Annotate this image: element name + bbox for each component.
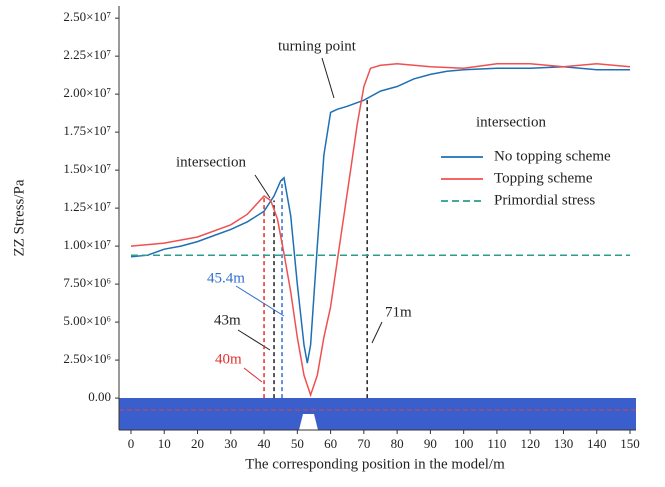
y-tick-label: 0.00 (88, 389, 111, 404)
x-tick-label: 50 (291, 436, 304, 451)
y-tick-label: 1.25×10⁷ (63, 199, 111, 214)
annotation: 40m (215, 351, 242, 367)
series-line (131, 64, 630, 395)
legend-label: No topping scheme (494, 148, 611, 164)
x-tick-label: 40 (258, 436, 271, 451)
y-tick-label: 2.50×10⁷ (63, 9, 111, 24)
x-tick-label: 130 (554, 436, 574, 451)
x-tick-label: 60 (324, 436, 337, 451)
x-tick-label: 10 (158, 436, 171, 451)
y-tick-label: 1.50×10⁷ (63, 161, 111, 176)
annotation: 43m (214, 312, 241, 328)
y-tick-label: 7.50×10⁶ (63, 275, 111, 290)
model-band (119, 398, 636, 430)
y-tick-label: 1.00×10⁷ (63, 237, 111, 252)
x-tick-label: 80 (391, 436, 404, 451)
x-tick-label: 100 (454, 436, 474, 451)
annotation: intersection (476, 114, 546, 130)
annotation: intersection (176, 154, 246, 170)
annotation: turning point (278, 38, 357, 54)
x-tick-label: 90 (424, 436, 437, 451)
x-tick-label: 150 (620, 436, 640, 451)
annotation: 45.4m (207, 270, 245, 286)
y-tick-label: 1.75×10⁷ (63, 123, 111, 138)
x-tick-label: 20 (191, 436, 204, 451)
x-tick-label: 70 (357, 436, 370, 451)
series-line (131, 67, 630, 363)
x-axis-title: The corresponding position in the model/… (245, 456, 505, 472)
x-tick-label: 110 (487, 436, 506, 451)
x-tick-label: 0 (128, 436, 135, 451)
annotation: 71m (385, 304, 412, 320)
y-tick-label: 5.00×10⁶ (63, 313, 111, 328)
y-tick-label: 2.00×10⁷ (63, 85, 111, 100)
chart: The corresponding position in the model/… (0, 0, 665, 482)
x-tick-label: 30 (224, 436, 237, 451)
y-tick-label: 2.50×10⁶ (63, 351, 111, 366)
x-tick-label: 120 (520, 436, 540, 451)
x-tick-label: 140 (587, 436, 607, 451)
y-axis-title: ZZ Stress/Pa (11, 179, 27, 256)
y-tick-label: 2.25×10⁷ (63, 47, 111, 62)
legend-label: Primordial stress (494, 192, 595, 208)
legend-label: Topping scheme (494, 170, 593, 186)
